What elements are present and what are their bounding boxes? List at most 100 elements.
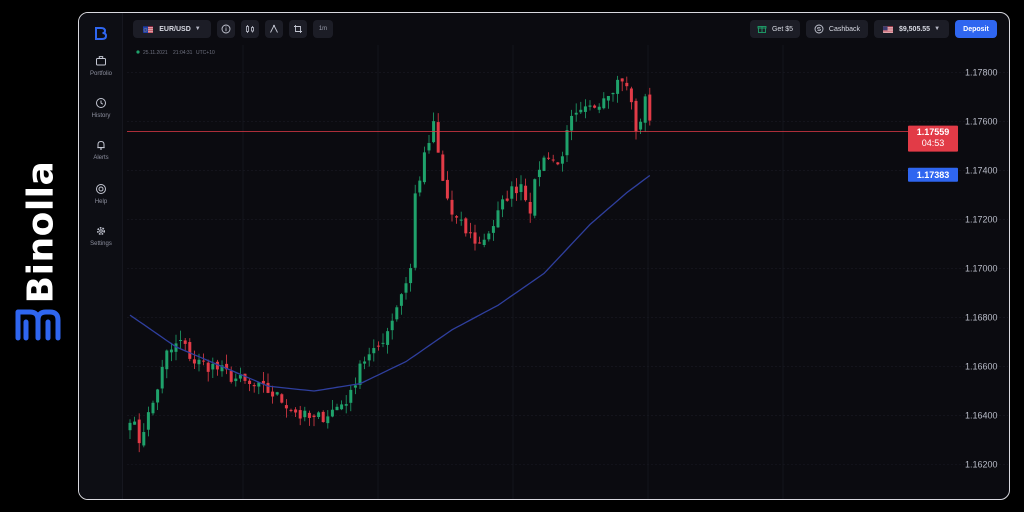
price-tick-label: 1.16400 (965, 411, 998, 421)
candle-body (386, 331, 390, 345)
current-price-tag: 1.17559 04:53 (908, 125, 958, 152)
candle-body (547, 157, 551, 159)
binolla-logo-icon (15, 309, 61, 341)
candle-body (574, 112, 578, 115)
candle-body (363, 361, 367, 364)
candle-body (280, 394, 284, 403)
candle-body (335, 406, 339, 411)
chart-type-button[interactable] (289, 20, 307, 38)
candle-body (271, 391, 275, 397)
price-tick-label: 1.16200 (965, 460, 998, 470)
candle-body (441, 154, 445, 181)
candle-body (648, 94, 652, 121)
candle-body (625, 82, 629, 87)
clock-icon (96, 98, 106, 108)
candle-body (229, 370, 233, 382)
candle-body (303, 410, 307, 418)
candle-body (321, 411, 325, 423)
cashback-button[interactable]: Cashback (806, 20, 868, 38)
balance-selector[interactable]: $9,505.55 ▼ (874, 20, 949, 38)
candle-body (579, 109, 583, 113)
candle-body (570, 115, 574, 131)
candle-body (367, 354, 371, 361)
sidebar-item-settings[interactable]: Settings (79, 225, 123, 261)
candle-body (519, 184, 523, 192)
candle-body (491, 226, 495, 233)
candlestick-series (128, 75, 652, 453)
candle-body (289, 409, 293, 411)
candle-body (234, 378, 238, 382)
candle-body (160, 366, 164, 389)
app-logo-icon[interactable] (94, 26, 108, 40)
deposit-button[interactable]: Deposit (955, 20, 997, 38)
candle-body (404, 283, 408, 293)
candle-body (174, 343, 178, 352)
asset-pair-label: EUR/USD (159, 25, 191, 33)
gear-icon (96, 226, 106, 236)
sidebar: Portfolio History Alerts Help Settings (79, 13, 123, 499)
candle-body (179, 340, 183, 342)
candle-body (206, 362, 210, 372)
candle-body (413, 193, 417, 268)
candle-body (445, 179, 449, 199)
chart-grid (127, 45, 1008, 499)
price-tick-label: 1.17400 (965, 166, 998, 176)
candle-body (560, 156, 564, 164)
crop-icon (294, 25, 302, 33)
candle-body (643, 96, 647, 123)
candle-body (248, 380, 252, 385)
candle-body (146, 412, 150, 430)
candle-body (450, 199, 454, 215)
candle-body (418, 180, 422, 193)
candle-body (556, 162, 560, 165)
candle-body (156, 389, 160, 403)
candle-body (128, 422, 132, 431)
candle-body (215, 361, 219, 370)
candle-body (243, 373, 247, 381)
chart-timezone: UTC+10 (196, 50, 215, 56)
indicators-button[interactable] (241, 20, 259, 38)
candle-body (634, 100, 638, 132)
candle-body (533, 179, 537, 216)
candle-body (501, 199, 505, 210)
candle-body (422, 152, 426, 183)
candle-body (225, 363, 229, 370)
candle-body (358, 363, 362, 385)
lifebuoy-icon (96, 184, 106, 194)
chart-date: 25.11.2021 (143, 50, 168, 56)
drawing-tools-button[interactable] (265, 20, 283, 38)
sidebar-item-label: Help (94, 199, 108, 205)
asset-selector[interactable]: EUR/USD ▼ (133, 20, 211, 38)
sidebar-item-help[interactable]: Help (79, 183, 123, 219)
price-tick-label: 1.16600 (965, 362, 998, 372)
candle-body (326, 416, 330, 424)
indicator-price-tag-bg (908, 167, 958, 182)
candle-body (307, 412, 311, 418)
sidebar-item-label: Settings (90, 241, 112, 247)
candle-body (220, 365, 224, 372)
candle-body (284, 405, 288, 409)
candle-body (390, 320, 394, 331)
sidebar-item-history[interactable]: History (79, 97, 123, 133)
candle-body (211, 363, 215, 370)
candle-body (464, 218, 468, 234)
candle-body (496, 210, 500, 228)
sidebar-item-label: Alerts (93, 155, 109, 161)
bell-icon (97, 140, 105, 150)
current-price-tag-bg (908, 125, 958, 152)
sidebar-item-portfolio[interactable]: Portfolio (79, 55, 123, 91)
chevron-down-icon: ▼ (194, 26, 201, 32)
chart-time: 21:04:31 (173, 50, 193, 56)
info-button[interactable] (217, 20, 235, 38)
candle-body (459, 219, 463, 221)
price-chart[interactable]: 25.11.2021 21:04:31 UTC+10 1.17800 1.1760… (123, 45, 1010, 500)
get-bonus-button[interactable]: Get $5 (750, 20, 800, 38)
candle-body (395, 307, 399, 320)
candle-body (616, 79, 620, 94)
candle-body (312, 415, 316, 418)
candle-body (473, 232, 477, 244)
candle-body (409, 268, 413, 284)
candle-body (478, 242, 482, 244)
sidebar-item-alerts[interactable]: Alerts (79, 139, 123, 175)
timeframe-button[interactable]: 1m (313, 20, 333, 38)
